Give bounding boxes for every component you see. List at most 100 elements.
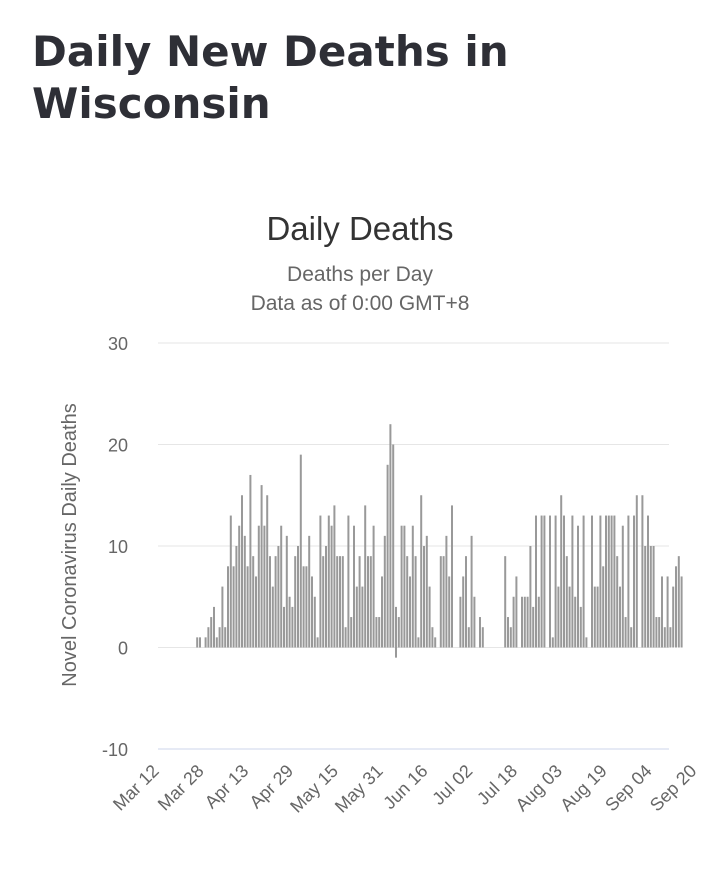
bar	[677, 556, 680, 648]
bar	[599, 515, 602, 648]
bar	[515, 576, 518, 648]
bar	[330, 525, 333, 648]
page-title: Daily New Deaths in Wisconsin	[32, 27, 509, 128]
bar	[283, 606, 285, 648]
bar	[207, 627, 210, 648]
bar	[568, 586, 571, 648]
bar	[445, 535, 448, 648]
bar	[210, 617, 213, 648]
bar	[577, 525, 579, 648]
bar	[246, 566, 249, 648]
bar	[355, 586, 358, 648]
bar	[199, 637, 201, 648]
bar	[386, 464, 389, 648]
y-tick-label: 30	[108, 334, 128, 354]
bar	[378, 617, 381, 648]
bar	[249, 474, 252, 648]
y-tick-label: 0	[118, 639, 128, 659]
bar-series	[196, 424, 683, 658]
x-tick-label: Mar 12	[109, 761, 163, 815]
bar	[218, 627, 221, 648]
bar	[431, 627, 434, 648]
bar	[252, 556, 255, 648]
bar	[311, 576, 313, 648]
y-tick-label: -10	[102, 740, 128, 760]
bar	[238, 525, 241, 648]
bar	[375, 617, 378, 648]
chart-subtitle-date: Data as of 0:00 GMT+8	[251, 292, 470, 315]
bar	[358, 556, 361, 648]
bar	[627, 515, 630, 648]
x-tick-label: Aug 19	[556, 761, 610, 815]
bar	[509, 627, 512, 648]
bar	[537, 596, 540, 648]
bar	[221, 586, 224, 648]
bar	[467, 627, 470, 648]
bar	[243, 535, 246, 648]
bar	[417, 637, 420, 648]
bar	[241, 495, 243, 648]
bar	[621, 525, 624, 648]
bar	[448, 576, 451, 648]
bar	[658, 617, 661, 648]
bar	[280, 525, 283, 648]
bar	[563, 515, 565, 648]
bar	[316, 637, 319, 648]
x-tick-label: May 15	[286, 761, 342, 817]
bar	[414, 556, 417, 648]
bar	[305, 566, 308, 648]
bar	[661, 576, 663, 648]
bar	[532, 606, 535, 648]
bar	[381, 576, 383, 648]
bar	[591, 515, 593, 648]
bar	[630, 627, 633, 648]
bar	[512, 596, 515, 648]
bar	[420, 495, 423, 648]
bar	[526, 596, 529, 648]
bar	[571, 515, 574, 648]
bar	[204, 637, 207, 648]
bar	[367, 556, 369, 648]
bar	[288, 596, 291, 648]
bar	[291, 606, 294, 648]
bar	[616, 556, 619, 648]
bar	[473, 596, 476, 648]
bar	[383, 535, 386, 648]
bar	[669, 627, 672, 648]
bar	[579, 606, 582, 648]
chart-title: Daily Deaths	[266, 210, 453, 247]
bar	[400, 525, 403, 648]
bar	[554, 515, 557, 648]
bar	[389, 424, 392, 648]
bar	[641, 495, 644, 648]
bar	[607, 515, 610, 648]
bar	[339, 556, 341, 648]
bar	[593, 586, 596, 648]
y-axis-label: Novel Coronavirus Daily Deaths	[59, 403, 81, 686]
y-tick-labels: 30 20 10 0 -10	[102, 334, 128, 760]
bar	[274, 556, 277, 648]
x-tick-label: May 31	[331, 761, 387, 817]
bar	[543, 515, 546, 648]
x-tick-label: Jul 02	[428, 761, 476, 809]
bar	[549, 515, 551, 648]
bar	[557, 586, 560, 648]
bar	[582, 515, 585, 648]
bar	[663, 627, 666, 648]
bar	[263, 525, 266, 648]
bar	[672, 586, 675, 648]
bar	[675, 566, 677, 648]
bar	[529, 546, 532, 648]
bar	[459, 596, 462, 648]
bar	[540, 515, 543, 648]
bar	[551, 637, 554, 648]
bar	[521, 596, 523, 648]
bar	[344, 627, 347, 648]
bar	[649, 546, 652, 648]
bar	[439, 556, 442, 648]
bar	[574, 596, 577, 648]
bar	[260, 485, 263, 648]
x-tick-label: Mar 28	[154, 761, 208, 815]
